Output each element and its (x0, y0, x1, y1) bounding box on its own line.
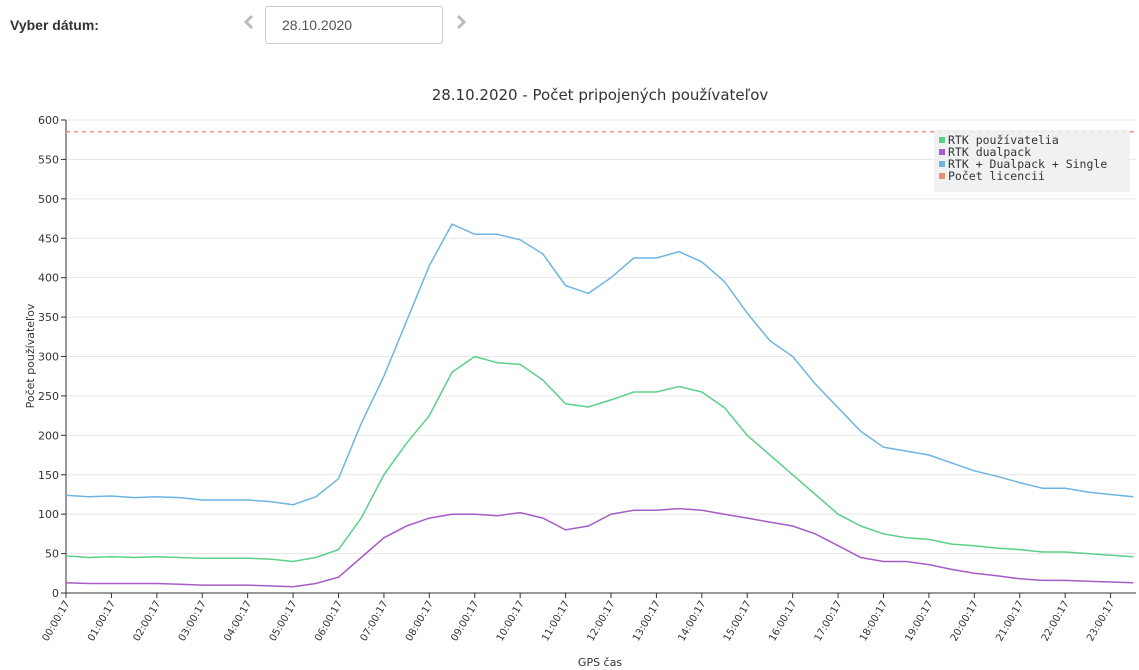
x-tick-label: 18:00:17 (858, 599, 890, 643)
x-axis-label: GPS čas (578, 656, 622, 669)
y-tick-label: 200 (38, 429, 59, 442)
y-tick-label: 600 (38, 114, 59, 127)
y-tick-label: 350 (38, 311, 59, 324)
x-tick-label: 05:00:17 (268, 599, 300, 643)
x-tick-label: 10:00:17 (495, 599, 527, 643)
x-tick-label: 11:00:17 (540, 599, 572, 643)
y-tick-label: 150 (38, 469, 59, 482)
legend-swatch (939, 137, 945, 143)
x-tick-label: 17:00:17 (813, 599, 845, 643)
legend-swatch (939, 173, 945, 179)
x-tick-label: 02:00:17 (131, 599, 163, 643)
x-tick-label: 06:00:17 (313, 599, 345, 643)
legend-swatch (939, 161, 945, 167)
x-tick-label: 23:00:17 (1085, 599, 1117, 643)
x-tick-label: 01:00:17 (86, 599, 118, 643)
x-tick-label: 00:00:17 (41, 599, 73, 643)
x-tick-label: 04:00:17 (222, 599, 254, 643)
x-tick-label: 15:00:17 (722, 599, 754, 643)
y-tick-label: 0 (52, 587, 59, 600)
x-tick-label: 21:00:17 (994, 599, 1026, 643)
y-axis-label: Počet používateľov (24, 303, 37, 408)
prev-arrow[interactable] (243, 14, 255, 30)
legend-label: RTK dualpack (948, 145, 1031, 159)
y-tick-label: 550 (38, 153, 59, 166)
x-tick-label: 08:00:17 (404, 599, 436, 643)
x-tick-label: 07:00:17 (359, 599, 391, 643)
y-tick-label: 450 (38, 232, 59, 245)
x-tick-label: 16:00:17 (767, 599, 799, 643)
date-input[interactable]: 28.10.2020 (265, 6, 443, 44)
x-tick-label: 22:00:17 (1040, 599, 1072, 643)
next-arrow[interactable] (455, 14, 467, 30)
y-tick-label: 50 (45, 548, 59, 561)
y-tick-label: 400 (38, 272, 59, 285)
x-tick-label: 12:00:17 (586, 599, 618, 643)
legend-label: RTK používatelia (948, 133, 1059, 147)
date-picker: Vyber dátum: 28.10.2020 (0, 0, 1139, 60)
x-tick-label: 19:00:17 (904, 599, 936, 643)
series-line (65, 355, 1134, 563)
date-label: Vyber dátum: (10, 17, 99, 33)
x-tick-label: 20:00:17 (949, 599, 981, 643)
y-tick-label: 250 (38, 390, 59, 403)
chart-title: 28.10.2020 - Počet pripojených používate… (432, 86, 769, 104)
legend-swatch (939, 149, 945, 155)
chart: 28.10.2020 - Počet pripojených používate… (24, 86, 1136, 669)
series-line (65, 223, 1134, 506)
legend-box (934, 130, 1130, 192)
y-tick-label: 500 (38, 193, 59, 206)
x-tick-label: 13:00:17 (631, 599, 663, 643)
y-tick-label: 300 (38, 351, 59, 364)
x-tick-label: 09:00:17 (449, 599, 481, 643)
legend-label: Počet licencii (948, 169, 1045, 183)
y-tick-label: 100 (38, 508, 59, 521)
x-tick-label: 03:00:17 (177, 599, 209, 643)
legend-label: RTK + Dualpack + Single (948, 157, 1107, 171)
x-tick-label: 14:00:17 (676, 599, 708, 643)
series-line (65, 507, 1134, 588)
